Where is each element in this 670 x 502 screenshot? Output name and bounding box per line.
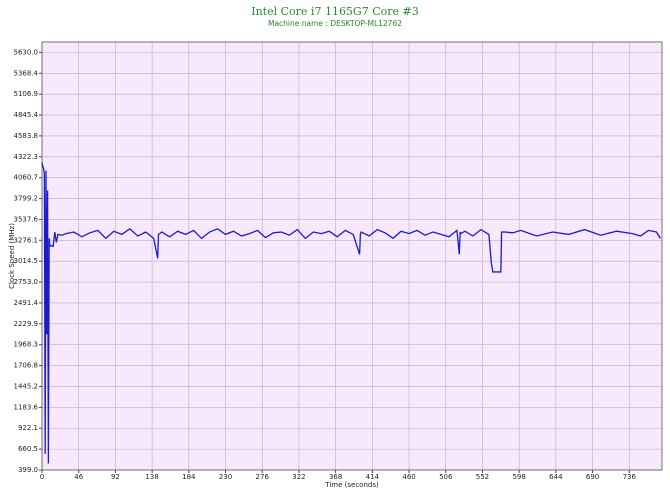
x-tick-label: 230 [219, 473, 232, 481]
y-tick-label: 4845.4 [14, 111, 39, 119]
x-tick-label: 736 [623, 473, 637, 481]
x-tick-label: 414 [366, 473, 380, 481]
data-line [41, 162, 661, 464]
y-tick-label: 5106.9 [14, 90, 39, 98]
x-tick-label: 368 [329, 473, 342, 481]
x-tick-label: 138 [145, 473, 158, 481]
y-tick-label: 5368.4 [14, 69, 39, 77]
y-tick-label: 1706.8 [14, 362, 39, 370]
x-tick-label: 690 [586, 473, 599, 481]
x-tick-label: 184 [182, 473, 196, 481]
x-tick-label: 0 [40, 473, 44, 481]
y-tick-label: 4322.3 [14, 153, 39, 161]
y-tick-label: 4060.7 [14, 174, 39, 182]
y-tick-label: 3014.5 [14, 257, 39, 265]
x-tick-label: 644 [549, 473, 563, 481]
y-tick-label: 1445.2 [14, 382, 39, 390]
y-axis-label: Clock Speed (MHz) [8, 223, 16, 289]
y-tick-label: 3537.6 [14, 215, 39, 223]
y-tick-label: 660.5 [18, 445, 38, 453]
y-tick-label: 399.0 [18, 466, 38, 474]
x-tick-label: 276 [256, 473, 270, 481]
x-tick-label: 506 [439, 473, 453, 481]
y-tick-label: 5630.0 [14, 48, 39, 56]
y-tick-label: 922.1 [18, 424, 38, 432]
x-tick-label: 460 [402, 473, 415, 481]
y-tick-label: 4583.8 [14, 132, 39, 140]
plot-border [41, 41, 663, 471]
x-tick-label: 598 [512, 473, 525, 481]
x-tick-label: 92 [111, 473, 120, 481]
x-tick-label: 552 [476, 473, 489, 481]
y-tick-label: 1968.3 [14, 341, 39, 349]
x-tick-label: 322 [292, 473, 305, 481]
plot-area [42, 42, 662, 470]
y-tick-label: 1183.6 [14, 403, 39, 411]
y-tick-label: 3276.1 [14, 236, 39, 244]
x-tick-label: 46 [74, 473, 83, 481]
y-tick-label: 2229.9 [14, 320, 39, 328]
chart-subtitle: Machine name : DESKTOP-ML12762 [268, 19, 402, 28]
x-axis-label: Time (seconds) [324, 481, 379, 489]
y-tick-label: 3799.2 [14, 195, 39, 203]
y-tick-label: 2753.0 [14, 278, 39, 286]
chart-title: Intel Core i7 1165G7 Core #3 [251, 5, 419, 18]
y-tick-label: 2491.4 [14, 299, 39, 307]
